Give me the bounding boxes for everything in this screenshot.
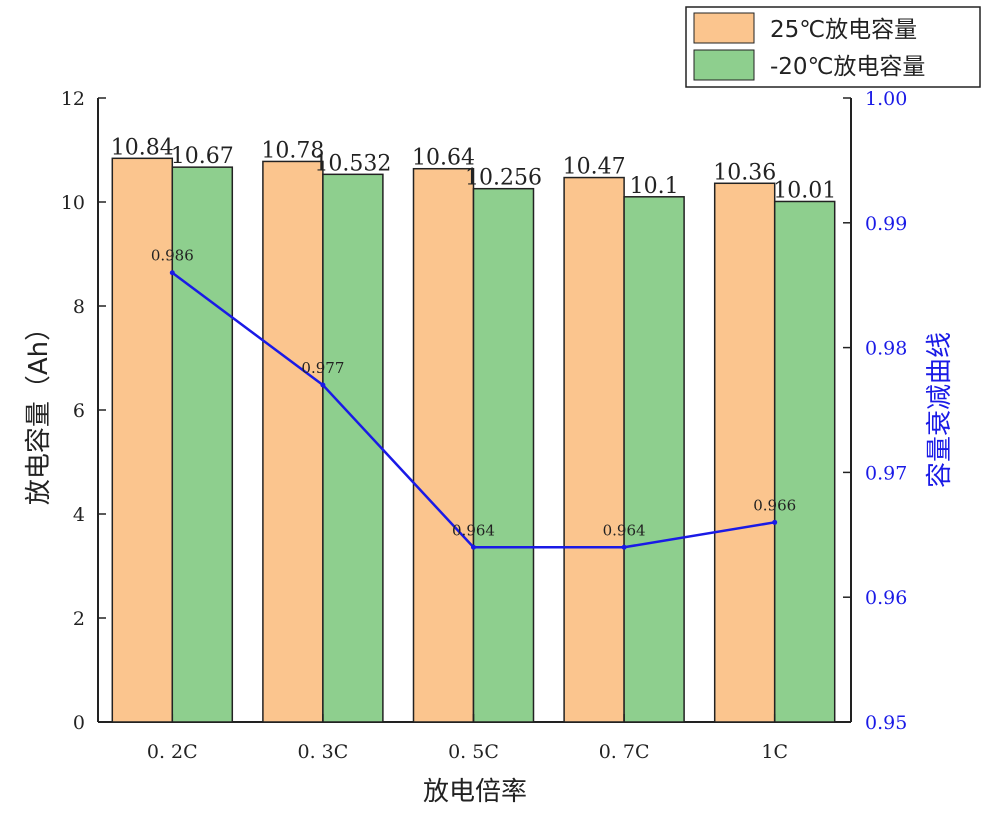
decay-curve-label-1: 0.977 [301,359,344,377]
bar-value-label-25c-4: 10.36 [713,160,776,185]
bar-25c-4 [713,182,776,723]
bar-value-label-25c-2: 10.64 [412,146,475,171]
bar-25c-1 [262,160,324,723]
legend-swatch-minus20c [693,49,755,81]
bar-minus20c-2 [472,187,535,723]
bar-minus20c-4 [773,200,836,723]
y-tick-label-left-5: 10 [61,192,85,214]
bar-value-label-minus20c-2: 10.256 [465,166,542,191]
legend: 25℃放电容量 -20℃放电容量 [685,6,981,88]
y-axis-title-left: 放电容量（Ah） [24,315,54,505]
bar-value-label-minus20c-3: 10.1 [630,174,679,199]
y-tick-label-right-2: 0.97 [865,462,907,484]
bar-value-label-25c-1: 10.78 [261,138,324,163]
decay-curve-label-3: 0.964 [603,521,646,539]
y-tick-label-right-4: 0.99 [865,213,907,235]
bar-value-label-25c-0: 10.84 [111,135,174,160]
y-tick-label-left-2: 4 [73,504,85,526]
x-tick-label-0: 0. 2C [147,741,198,763]
bar-value-label-minus20c-0: 10.67 [171,144,234,169]
x-axis-title: 放电倍率 [423,777,527,807]
bar-minus20c-3 [623,196,685,723]
y-tick-label-left-0: 0 [73,712,85,734]
x-tick-label-1: 0. 3C [298,741,349,763]
y-tick-label-left-4: 8 [73,296,85,318]
legend-label-minus20c: -20℃放电容量 [770,54,925,80]
decay-curve-label-4: 0.966 [753,496,796,514]
decay-curve-label-0: 0.986 [151,247,194,265]
bar-25c-2 [412,167,475,723]
y-tick-label-left-6: 12 [61,88,85,110]
y-tick-label-left-3: 6 [73,400,85,422]
x-tick-label-4: 1C [761,741,788,763]
x-tick-label-2: 0. 5C [448,741,499,763]
x-tick-label-3: 0. 7C [599,741,650,763]
bar-25c-3 [563,176,625,723]
decay-curve-point-0 [169,270,175,276]
y-tick-label-right-3: 0.98 [865,338,907,360]
decay-curve-point-1 [320,382,326,388]
legend-swatch-25c [693,12,755,44]
y-axis-title-right: 容量衰减曲线 [925,332,955,488]
bar-25c-0 [111,157,174,723]
bar-value-label-minus20c-1: 10.532 [314,151,391,176]
decay-curve-point-4 [772,519,778,525]
bar-minus20c-0 [171,166,234,723]
decay-curve-label-2: 0.964 [452,521,495,539]
y-tick-label-left-1: 2 [73,608,85,630]
y-tick-label-right-1: 0.96 [865,587,907,609]
legend-label-25c: 25℃放电容量 [770,17,917,43]
y-tick-label-right-0: 0.95 [865,712,907,734]
bar-minus20c-1 [322,173,384,723]
bar-value-label-25c-3: 10.47 [563,155,626,180]
bar-value-label-minus20c-4: 10.01 [773,178,836,203]
y-tick-label-right-5: 1.00 [865,88,907,110]
decay-curve-point-2 [471,544,476,550]
decay-curve-point-3 [621,544,627,550]
